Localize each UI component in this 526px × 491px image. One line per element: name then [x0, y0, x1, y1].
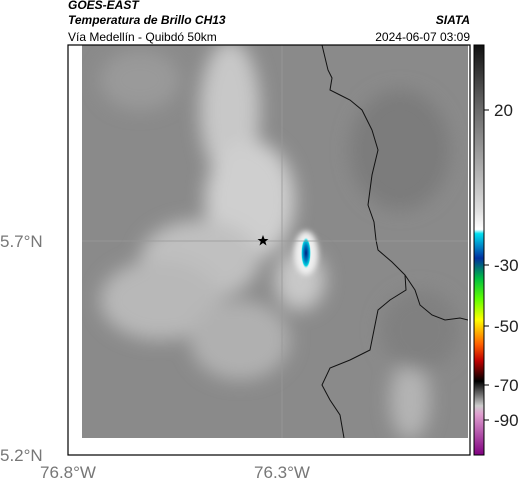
colorbar-tick-label: -30 — [494, 256, 519, 275]
satellite: GOES-EAST — [68, 0, 140, 12]
colorbar-tick-label: -50 — [494, 317, 519, 336]
lat-label: 5.7°N — [0, 232, 43, 251]
satellite-image — [82, 45, 468, 438]
map-frame — [67, 44, 471, 456]
datetime: 2024-06-07 03:09 — [375, 30, 470, 44]
border-line — [404, 274, 468, 321]
lat-label: 5.2°N — [0, 446, 43, 465]
route: Vía Medellín - Quibdó 50km — [68, 30, 217, 44]
lon-label: 76.3°W — [254, 463, 310, 482]
lon-label: 76.8°W — [40, 463, 96, 482]
product: Temperatura de Brillo CH13 — [68, 13, 226, 27]
colorbar-ticks: 20 -30 -50 -70 -90 — [484, 101, 519, 430]
colorbar-tick-label: -70 — [494, 376, 519, 395]
border-line — [321, 45, 407, 438]
colorbar — [473, 44, 485, 456]
source: SIATA — [436, 13, 470, 27]
colorbar-tick-label: -90 — [494, 411, 519, 430]
colorbar-tick-label: 20 — [494, 101, 513, 120]
city-marker — [257, 235, 269, 246]
